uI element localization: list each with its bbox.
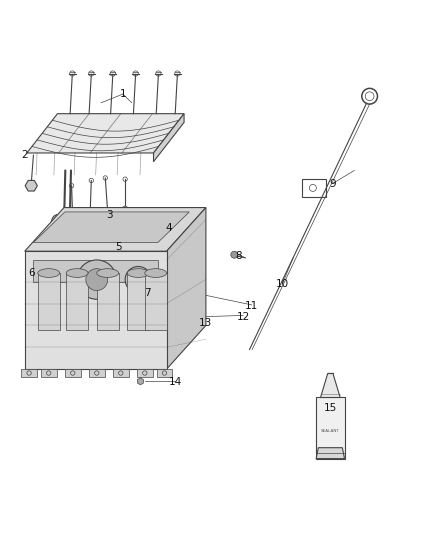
Ellipse shape — [97, 269, 119, 277]
Polygon shape — [97, 273, 119, 330]
Text: 9: 9 — [329, 179, 336, 189]
Text: 13: 13 — [199, 318, 212, 328]
Text: 11: 11 — [245, 301, 258, 311]
Polygon shape — [66, 273, 88, 330]
Text: 10: 10 — [276, 279, 289, 289]
Polygon shape — [316, 448, 345, 458]
Ellipse shape — [127, 269, 149, 277]
Text: SEALANT: SEALANT — [321, 429, 340, 433]
Circle shape — [77, 260, 117, 299]
Text: 2: 2 — [21, 150, 28, 160]
Polygon shape — [33, 260, 158, 282]
Text: 8: 8 — [235, 251, 242, 261]
Circle shape — [86, 269, 108, 290]
Polygon shape — [316, 398, 345, 458]
Polygon shape — [156, 369, 172, 377]
Ellipse shape — [38, 269, 60, 277]
Text: 3: 3 — [106, 210, 113, 220]
Polygon shape — [166, 207, 206, 369]
Circle shape — [231, 251, 238, 258]
Polygon shape — [145, 273, 166, 330]
Text: 6: 6 — [28, 268, 35, 278]
Polygon shape — [113, 369, 129, 377]
Polygon shape — [33, 212, 189, 243]
Text: 7: 7 — [144, 288, 150, 298]
Ellipse shape — [54, 217, 62, 228]
Text: 12: 12 — [237, 312, 250, 322]
Circle shape — [125, 266, 151, 293]
Polygon shape — [153, 114, 184, 161]
Polygon shape — [25, 207, 206, 251]
Polygon shape — [27, 114, 184, 153]
Text: 14: 14 — [169, 377, 182, 387]
Polygon shape — [137, 369, 152, 377]
Ellipse shape — [66, 269, 88, 277]
Polygon shape — [25, 251, 166, 369]
Circle shape — [198, 315, 201, 318]
Polygon shape — [21, 369, 37, 377]
Circle shape — [103, 235, 110, 241]
Text: 1: 1 — [120, 89, 126, 99]
Ellipse shape — [145, 269, 166, 277]
Polygon shape — [65, 369, 81, 377]
Text: 15: 15 — [324, 403, 337, 414]
Ellipse shape — [51, 215, 64, 231]
Polygon shape — [38, 273, 60, 330]
Text: 5: 5 — [115, 242, 122, 252]
Polygon shape — [127, 273, 149, 330]
Polygon shape — [41, 369, 57, 377]
Polygon shape — [321, 374, 340, 398]
Polygon shape — [89, 369, 105, 377]
Text: 4: 4 — [166, 223, 172, 233]
